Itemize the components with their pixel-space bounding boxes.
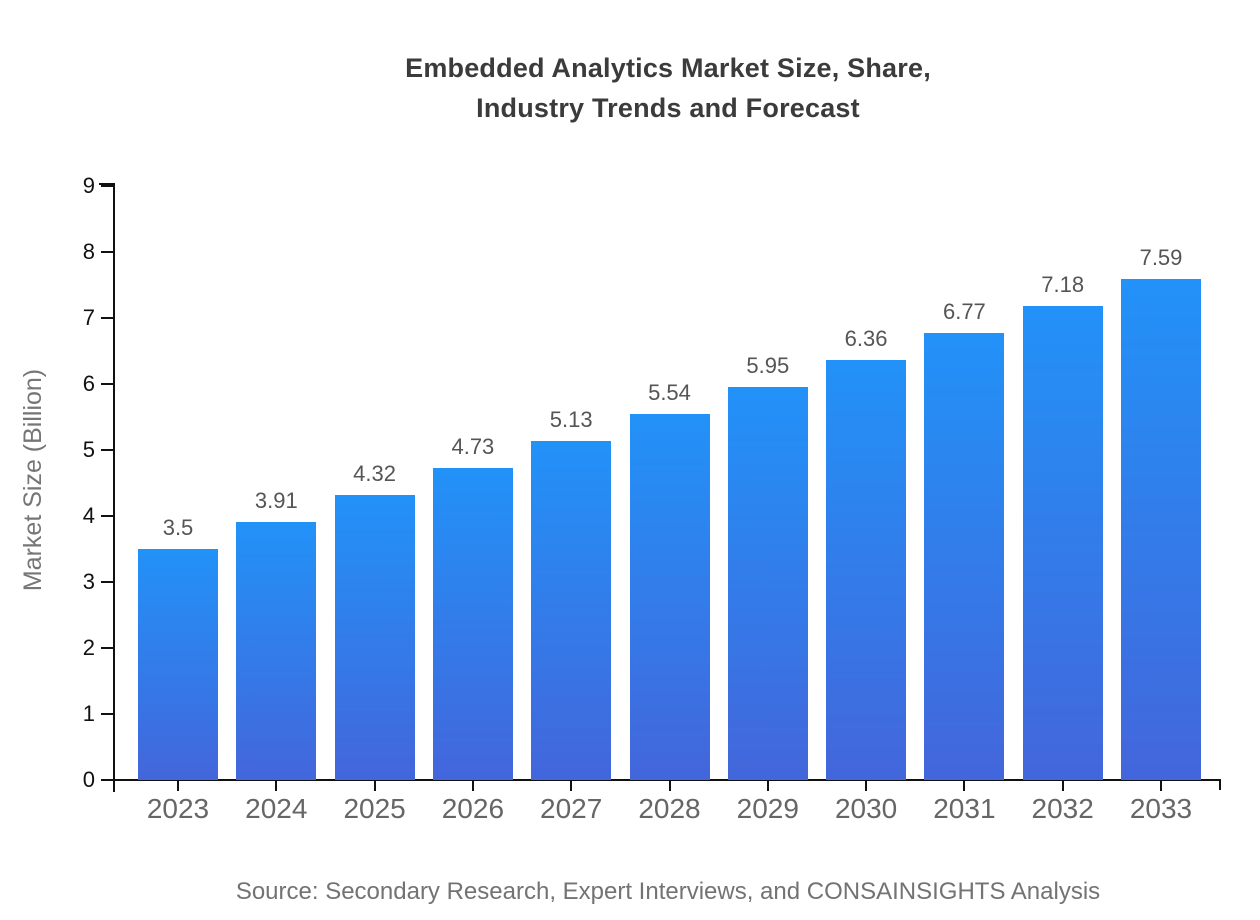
chart-title: Embedded Analytics Market Size, Share, I…	[115, 48, 1221, 128]
x-tick-label: 2032	[1031, 793, 1094, 824]
bar-value-label: 6.36	[844, 326, 888, 352]
x-tick	[471, 781, 474, 791]
y-tick-label: 3	[82, 569, 95, 594]
y-tick-label: 5	[82, 437, 95, 462]
x-tick	[1061, 781, 1064, 791]
y-tick	[101, 449, 113, 451]
y-tick-label: 2	[82, 635, 95, 660]
x-tick-label: 2025	[343, 793, 406, 824]
bar-value-label: 3.91	[254, 487, 298, 513]
x-tick-label: 2028	[638, 793, 701, 824]
y-tick-label: 1	[82, 701, 95, 726]
y-tick	[101, 383, 113, 385]
bar	[826, 360, 907, 780]
x-tick	[373, 781, 376, 791]
x-tick-label: 2026	[441, 793, 505, 824]
y-tick-label: 8	[82, 239, 95, 264]
bar	[334, 494, 415, 780]
x-tick	[275, 781, 278, 791]
x-axis-end-cap	[1219, 780, 1221, 790]
y-tick-label: 4	[82, 503, 95, 528]
x-tick-label: 2024	[245, 793, 308, 824]
y-tick	[101, 251, 113, 253]
x-tick	[570, 781, 573, 791]
x-tick	[963, 781, 966, 791]
y-tick-label: 9	[82, 173, 95, 198]
chart-title-line1: Embedded Analytics Market Size, Share,	[405, 53, 931, 83]
bar-value-label: 5.95	[746, 353, 790, 379]
bar-value-label: 4.73	[451, 433, 495, 459]
bar	[629, 414, 710, 780]
bar	[138, 549, 218, 780]
bar	[1121, 279, 1201, 780]
y-tick	[101, 317, 113, 319]
x-tick-label: 2023	[146, 793, 210, 824]
bar-value-label: 7.18	[1041, 272, 1085, 298]
bar-value-label: 7.59	[1139, 245, 1183, 271]
source-note: Source: Secondary Research, Expert Inter…	[235, 878, 1101, 905]
bar	[432, 467, 513, 780]
bar-value-label: 6.77	[942, 299, 986, 325]
y-tick	[101, 581, 113, 583]
x-tick-label: 2033	[1129, 793, 1193, 824]
x-tick-label: 2029	[736, 793, 799, 824]
x-tick	[177, 781, 179, 791]
y-tick	[101, 779, 113, 781]
bar-value-label: 5.13	[549, 407, 593, 433]
y-axis-end-cap	[99, 183, 115, 185]
bar-value-label: 4.32	[353, 460, 396, 486]
y-tick	[101, 515, 113, 517]
bar	[1022, 306, 1103, 780]
x-tick	[865, 781, 868, 791]
x-tick	[1160, 781, 1162, 791]
bar-value-label: 5.54	[648, 380, 691, 406]
chart-title-line2: Industry Trends and Forecast	[476, 93, 860, 123]
y-tick-label: 0	[82, 767, 95, 792]
y-tick	[101, 647, 113, 649]
x-tick	[766, 781, 769, 791]
y-tick	[101, 185, 113, 187]
y-tick	[101, 713, 113, 715]
x-axis-line	[113, 779, 1221, 781]
bar	[531, 441, 612, 780]
bar	[236, 521, 317, 780]
y-axis-line	[113, 183, 115, 792]
bar-value-label: 3.5	[162, 515, 194, 540]
x-tick-label: 2030	[834, 793, 898, 824]
y-axis-title: Market Size (Billion)	[19, 368, 47, 592]
x-tick-label: 2027	[540, 793, 603, 824]
bar	[727, 387, 808, 780]
y-tick-label: 6	[82, 371, 95, 396]
bar	[924, 333, 1005, 780]
x-tick	[668, 781, 671, 791]
x-tick-label: 2031	[933, 793, 996, 824]
y-tick-label: 7	[82, 305, 95, 330]
